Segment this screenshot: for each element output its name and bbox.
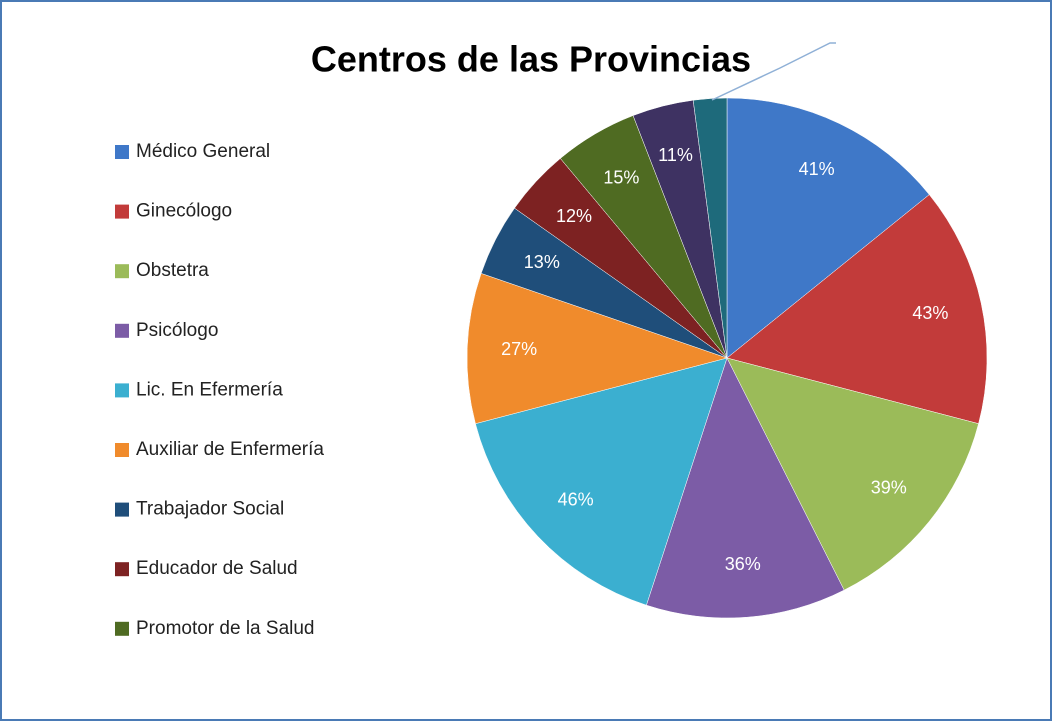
legend-swatch (115, 204, 129, 219)
legend-swatch (115, 383, 129, 398)
pie-slice (692, 97, 728, 359)
pie (466, 97, 988, 619)
legend-swatch (115, 621, 129, 636)
legend-label: Trabajador Social (136, 499, 284, 520)
pie-slice (466, 273, 728, 425)
legend-swatch (115, 145, 129, 159)
slice-label: 15% (603, 168, 639, 188)
pie-slice (726, 194, 988, 425)
pie-slice (475, 357, 728, 606)
legend-swatch (115, 443, 129, 457)
slice-label: 46% (558, 489, 594, 509)
legend-label: Ginecólogo (136, 201, 232, 222)
legend-swatch (115, 264, 129, 279)
slice-label: 43% (912, 303, 948, 323)
legend-label: Lic. En Efermería (136, 379, 283, 400)
pie-slice (726, 97, 930, 359)
slice-label: 27% (501, 339, 537, 359)
legend-label: Educador de Salud (136, 558, 298, 579)
legend-label: Médico General (136, 141, 270, 162)
leader-line (711, 42, 836, 101)
slice-label: 12% (556, 206, 592, 226)
slice-label: 11% (658, 145, 693, 165)
legend-swatch (115, 502, 129, 517)
slice-label: 13% (524, 252, 560, 272)
legend-swatch (115, 323, 129, 338)
legend-label: Promotor de la Salud (136, 618, 315, 639)
legend-label: Obstetra (136, 260, 209, 281)
chart-title: Centros de las Provincias (311, 39, 751, 80)
legend-label: Auxiliar de Enfermería (136, 439, 324, 460)
slice-label: 41% (799, 159, 835, 179)
pie-slice (726, 357, 979, 591)
slice-label: 36% (725, 554, 761, 574)
legend-swatch (115, 562, 129, 577)
legend-label: Psicólogo (136, 320, 218, 341)
slice-label: 39% (871, 477, 907, 497)
pie-slice (646, 357, 845, 619)
